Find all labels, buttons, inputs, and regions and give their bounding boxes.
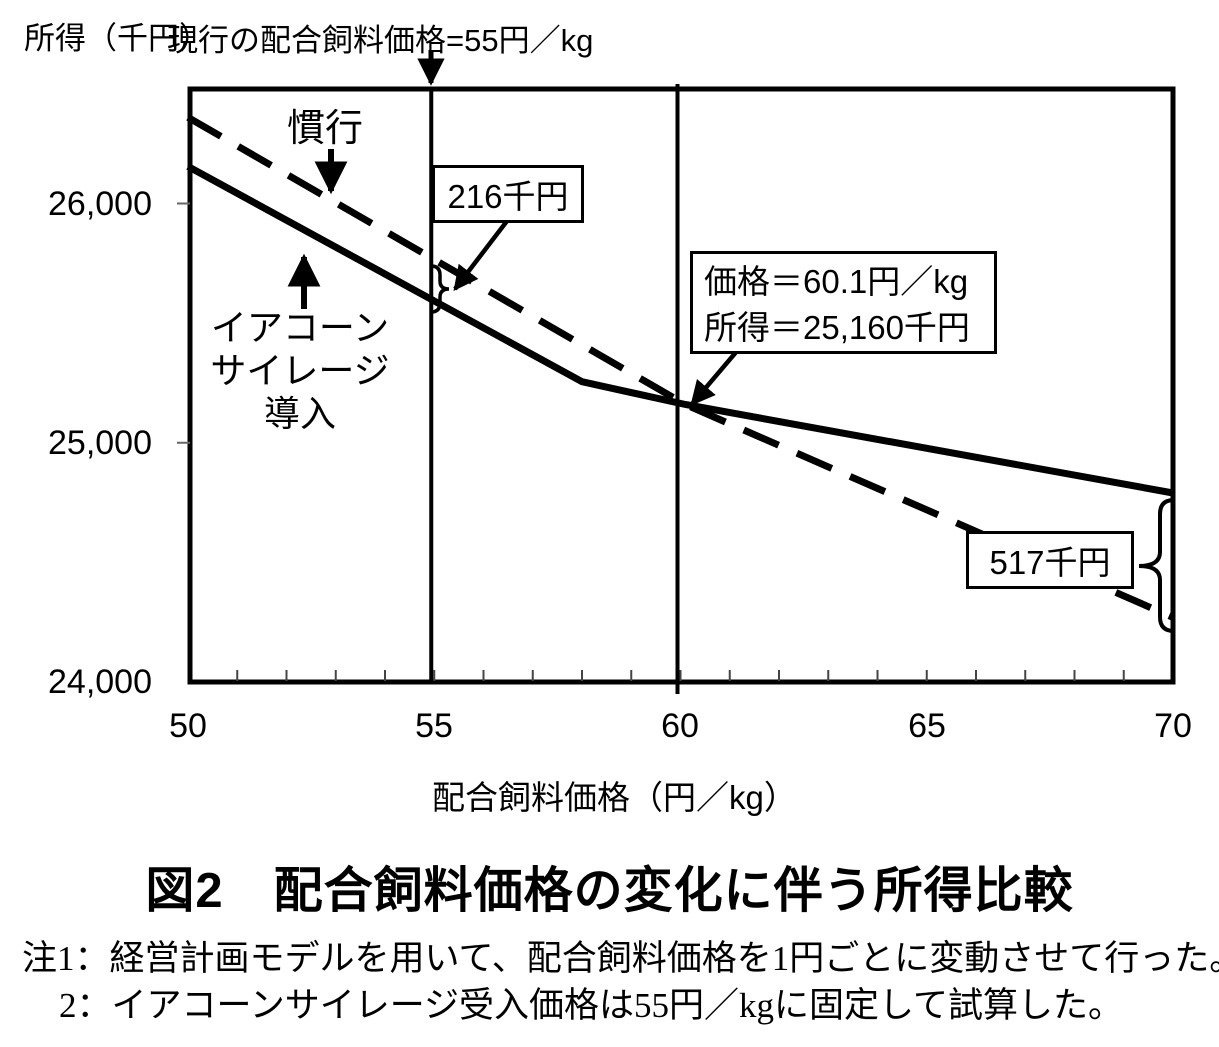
x-tick-70: 70 [1154, 707, 1192, 745]
y-tick-24000: 24,000 [48, 663, 152, 701]
plot-border [187, 86, 1176, 685]
x-tick-50: 50 [169, 707, 207, 745]
x-axis-minor-ticks [236, 670, 1125, 681]
series-line-earcorn-solid [186, 163, 1174, 497]
annotation-intersection-income: 所得＝25,160千円 [704, 309, 970, 346]
note-line-1: 注1：経営計画モデルを用いて、配合飼料価格を1円ごとに変動させて行った。 [22, 939, 1219, 978]
note-line-2: 2：イアコーンサイレージ受入価格は55円／kgに固定して試算した。 [59, 986, 1124, 1025]
y-tick-25000: 25,000 [48, 424, 152, 462]
annotation-box-216: 216千円 [432, 165, 584, 223]
series-label-earcorn-line2: サイレージ [210, 350, 390, 391]
x-tick-65: 65 [908, 707, 946, 745]
gap-brace-70 [1138, 498, 1175, 633]
x-tick-60: 60 [661, 707, 699, 745]
series-label-earcorn-line1: イアコーン [210, 307, 390, 348]
gap-216-arrow [453, 219, 509, 291]
annotation-box-intersection: 価格＝60.1円／kg 所得＝25,160千円 [690, 251, 997, 354]
y-axis-ticks [177, 202, 190, 444]
y-tick-26000: 26,000 [48, 185, 152, 223]
series-label-kanko: 慣行 [287, 108, 364, 150]
x-axis-title: 配合飼料価格（円／kg） [432, 779, 797, 816]
annotation-box-517: 517千円 [966, 531, 1134, 589]
y-axis-unit-label: 所得（千円） [24, 21, 210, 56]
x-tick-55: 55 [415, 707, 453, 745]
annotation-intersection-price: 価格＝60.1円／kg [704, 263, 969, 300]
series-label-earcorn: イアコーン サイレージ 導入 [198, 306, 402, 435]
gap-brace-55 [430, 264, 450, 314]
figure-title: 図2 配合飼料価格の変化に伴う所得比較 [145, 864, 1074, 918]
annotation-517-text: 517千円 [989, 544, 1111, 581]
series-label-earcorn-line3: 導入 [263, 393, 336, 434]
intersection-arrow [690, 349, 739, 406]
annotation-216-text: 216千円 [447, 178, 569, 215]
current-price-label: 現行の配合飼料価格=55円／kg [167, 23, 594, 58]
